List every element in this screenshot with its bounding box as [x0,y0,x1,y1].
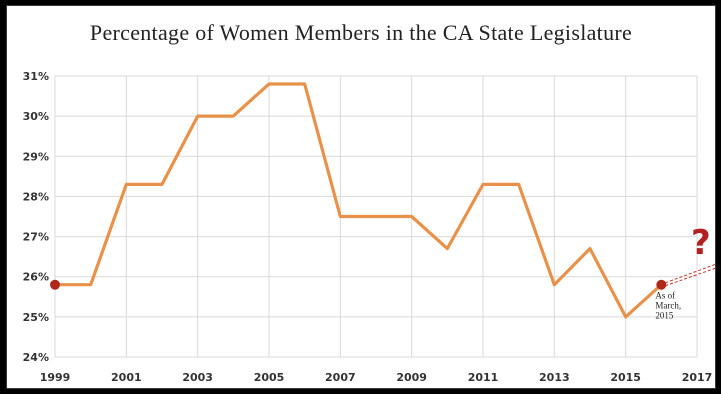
data-point [50,279,60,290]
y-tick-label: 30% [23,110,49,123]
data-point [656,279,667,290]
y-tick-label: 28% [23,190,49,203]
x-tick-label: 2007 [325,371,356,384]
series-layer [50,82,667,319]
x-tick-label: 2001 [111,371,142,384]
annotation-line: March, [655,301,681,311]
projection-line [665,267,717,287]
y-axis-ticks: 24% 25% 26% 27% 28% 29% 30% 31% [23,70,49,364]
y-tick-label: 27% [23,231,49,244]
y-tick-label: 29% [23,150,49,163]
x-axis-ticks: 1999 2001 2003 2005 2007 2009 2011 2013 2015 2017 [40,371,713,384]
chart-title: Percentage of Women Members in the CA St… [89,20,633,45]
chart-frame: Percentage of Women Members in the CA St… [6,5,717,389]
line-chart: 24% 25% 26% 27% 28% 29% 30% 31% 1999 2001 2003 200… [23,70,717,384]
x-tick-label: 2003 [182,371,213,384]
x-tick-label: 2005 [254,371,285,384]
x-tick-label: 2015 [610,371,641,384]
x-tick-label: 2011 [468,371,499,384]
y-tick-label: 25% [23,311,49,324]
y-tick-label: 31% [23,70,49,83]
x-tick-label: 1999 [40,371,71,384]
grid-lines [54,75,698,358]
x-tick-label: 2017 [682,371,713,384]
annotation-line: As of [655,291,675,301]
y-tick-label: 26% [23,271,49,284]
x-tick-label: 2009 [396,371,427,384]
series-line [55,82,663,319]
x-tick-label: 2013 [539,371,570,384]
annotation-line: 2015 [655,311,674,321]
projection-line [665,263,717,284]
y-tick-label: 24% [23,351,49,364]
question-mark: ? [691,223,711,263]
